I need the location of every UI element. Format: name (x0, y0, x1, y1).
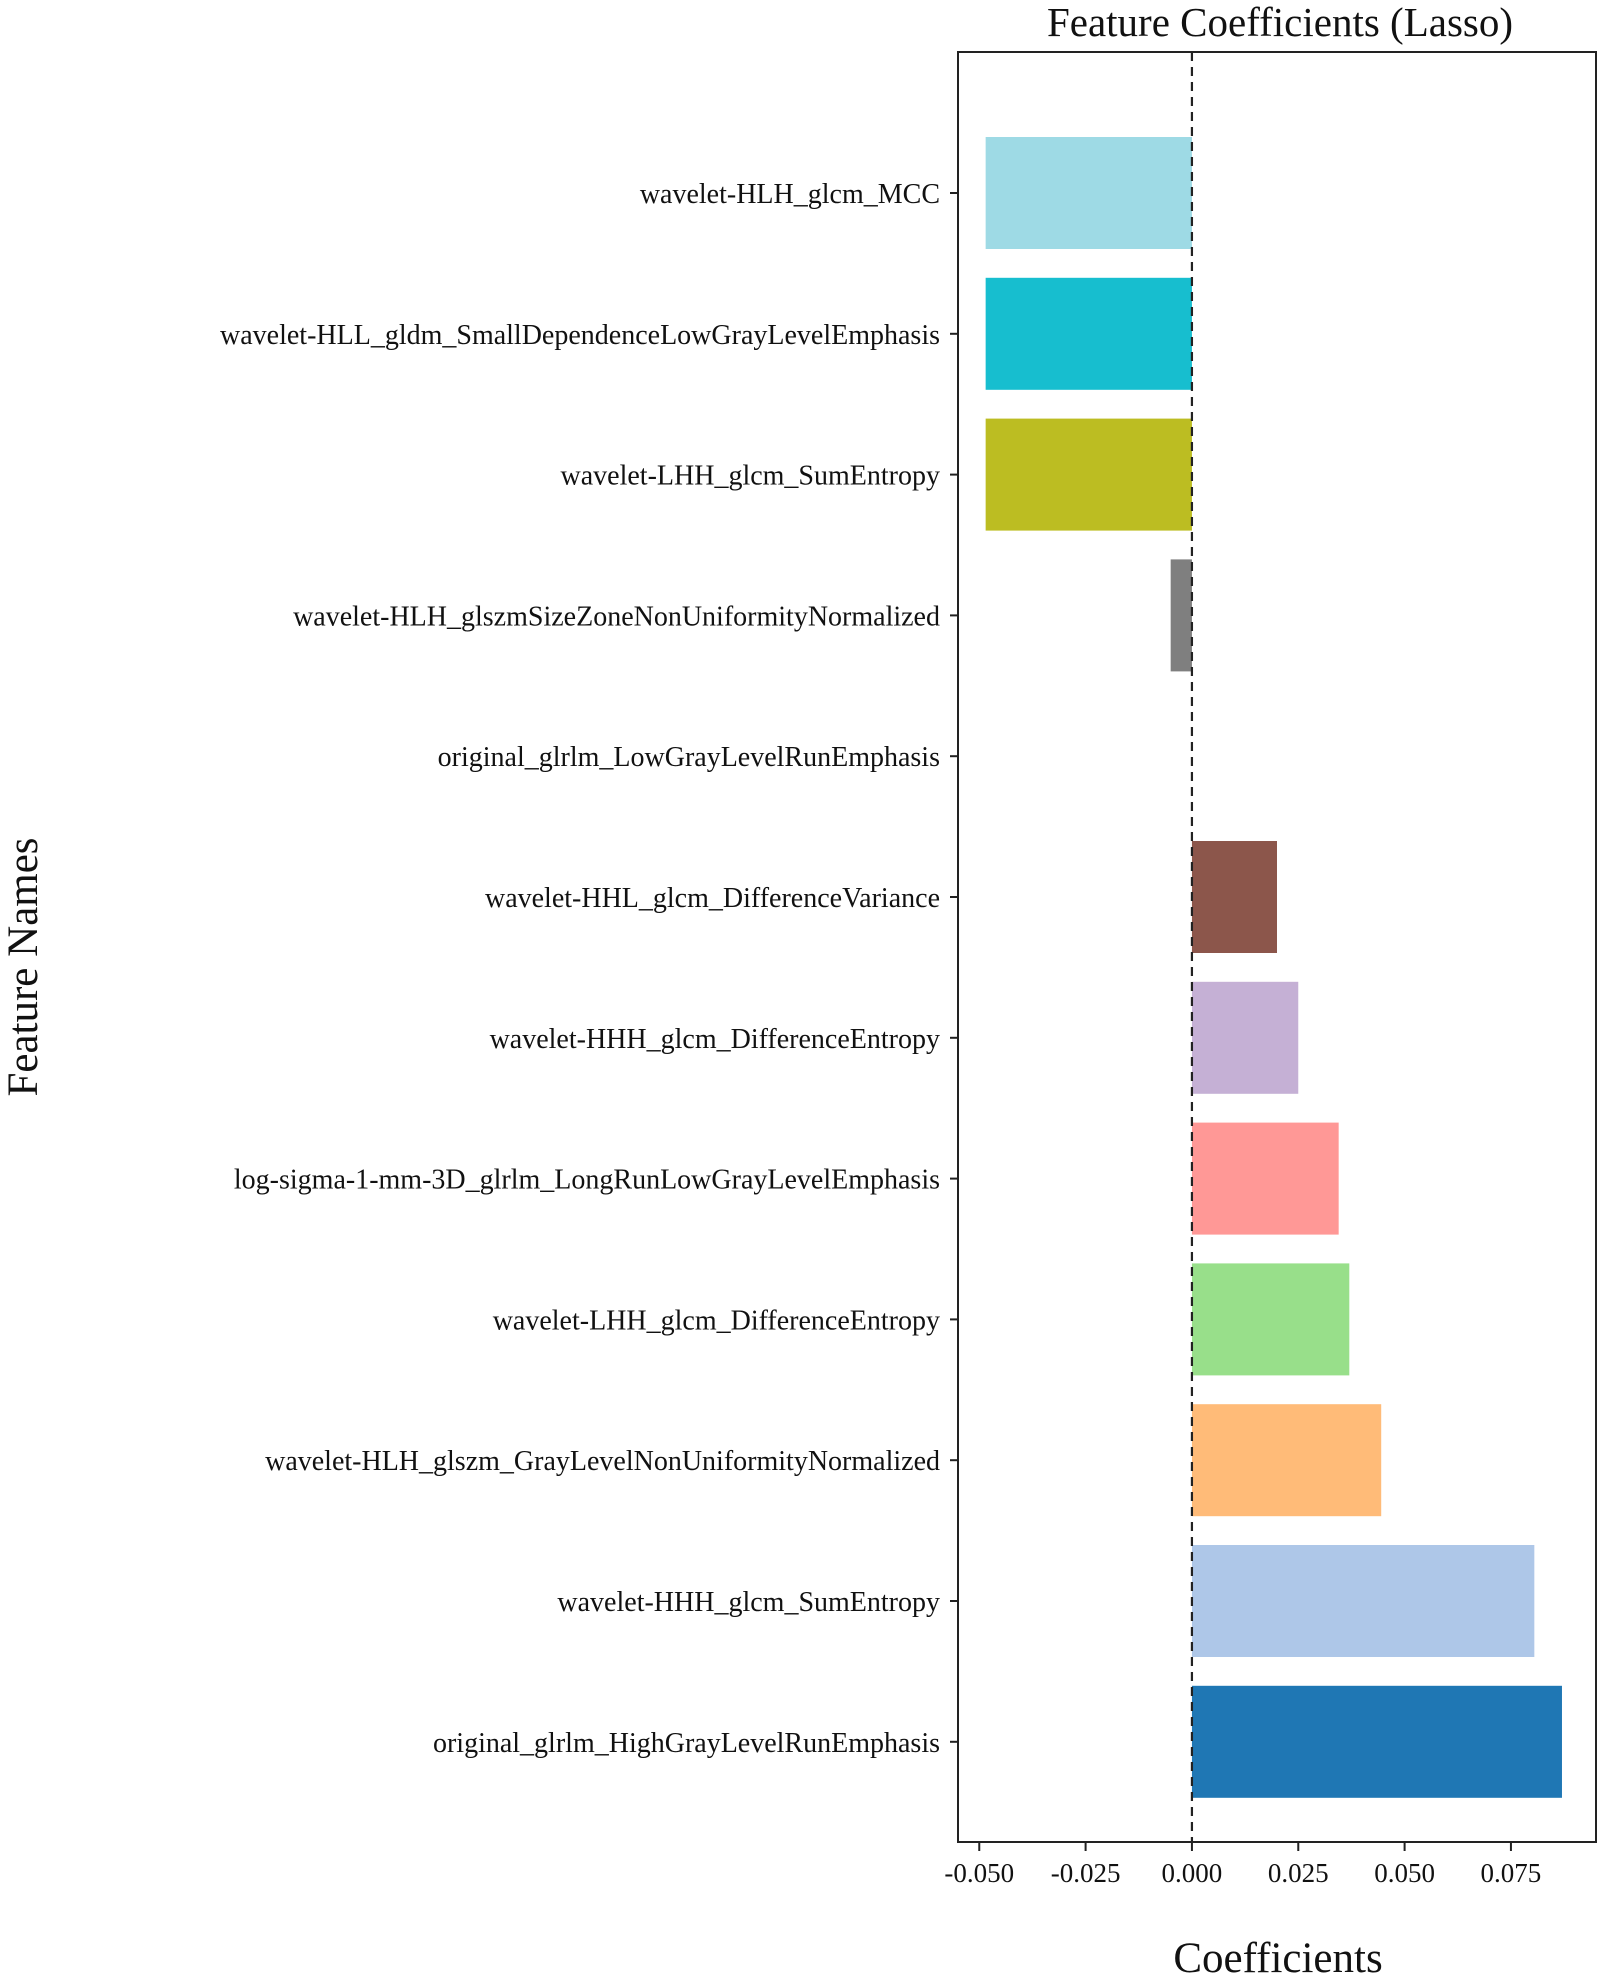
bars-layer (985, 137, 1562, 1798)
bar-2 (985, 418, 1192, 531)
y-tick-label: wavelet-HLH_glcm_MCC (640, 179, 940, 210)
x-axis-ticks: -0.050 -0.025 0.000 0.025 0.050 0.075 (944, 1842, 1541, 1888)
y-tick-label: wavelet-HLL_gldm_SmallDependenceLowGrayL… (220, 320, 940, 351)
bar-1 (985, 277, 1192, 390)
plot-frame (957, 51, 1597, 1843)
y-tick-label: wavelet-HLH_glszm_GrayLevelNonUniformity… (265, 1446, 940, 1477)
bar-9 (1191, 1404, 1382, 1517)
x-tick-label: -0.050 (944, 1858, 1014, 1888)
x-tick-label: -0.025 (1051, 1858, 1121, 1888)
chart-title: Feature Coefficients (Lasso) (1047, 0, 1513, 45)
bar-5 (1191, 841, 1277, 953)
y-tick-label: wavelet-HLH_glszmSizeZoneNonUniformityNo… (293, 601, 940, 632)
bar-10 (1191, 1545, 1535, 1657)
bar-8 (1191, 1263, 1350, 1376)
bar-7 (1191, 1122, 1339, 1235)
x-axis-title: Coefficients (1173, 1935, 1382, 1980)
x-tick-label: 0.000 (1162, 1858, 1223, 1888)
bar-0 (985, 137, 1192, 249)
bar-6 (1191, 981, 1299, 1094)
y-tick-label: original_glrlm_LowGrayLevelRunEmphasis (438, 742, 940, 773)
y-tick-label: wavelet-LHH_glcm_SumEntropy (561, 461, 940, 492)
y-axis-title: Feature Names (0, 837, 47, 1096)
y-tick-label: original_glrlm_HighGrayLevelRunEmphasis (433, 1728, 940, 1759)
y-tick-label: wavelet-HHH_glcm_DifferenceEntropy (490, 1024, 940, 1055)
bar-3 (1170, 559, 1192, 672)
y-tick-label: wavelet-LHH_glcm_DifferenceEntropy (493, 1305, 940, 1336)
x-tick-label: 0.025 (1268, 1858, 1329, 1888)
x-tick-label: 0.050 (1374, 1858, 1435, 1888)
y-tick-label: log-sigma-1-mm-3D_glrlm_LongRunLowGrayLe… (234, 1165, 940, 1196)
y-tick-label: wavelet-HHH_glcm_SumEntropy (557, 1587, 940, 1618)
y-tick-label: wavelet-HHL_glcm_DifferenceVariance (485, 883, 940, 914)
y-axis-ticks: wavelet-HLH_glcm_MCC wavelet-HLL_gldm_Sma… (220, 179, 958, 1759)
x-tick-label: 0.075 (1481, 1858, 1542, 1888)
bar-11 (1191, 1685, 1562, 1798)
